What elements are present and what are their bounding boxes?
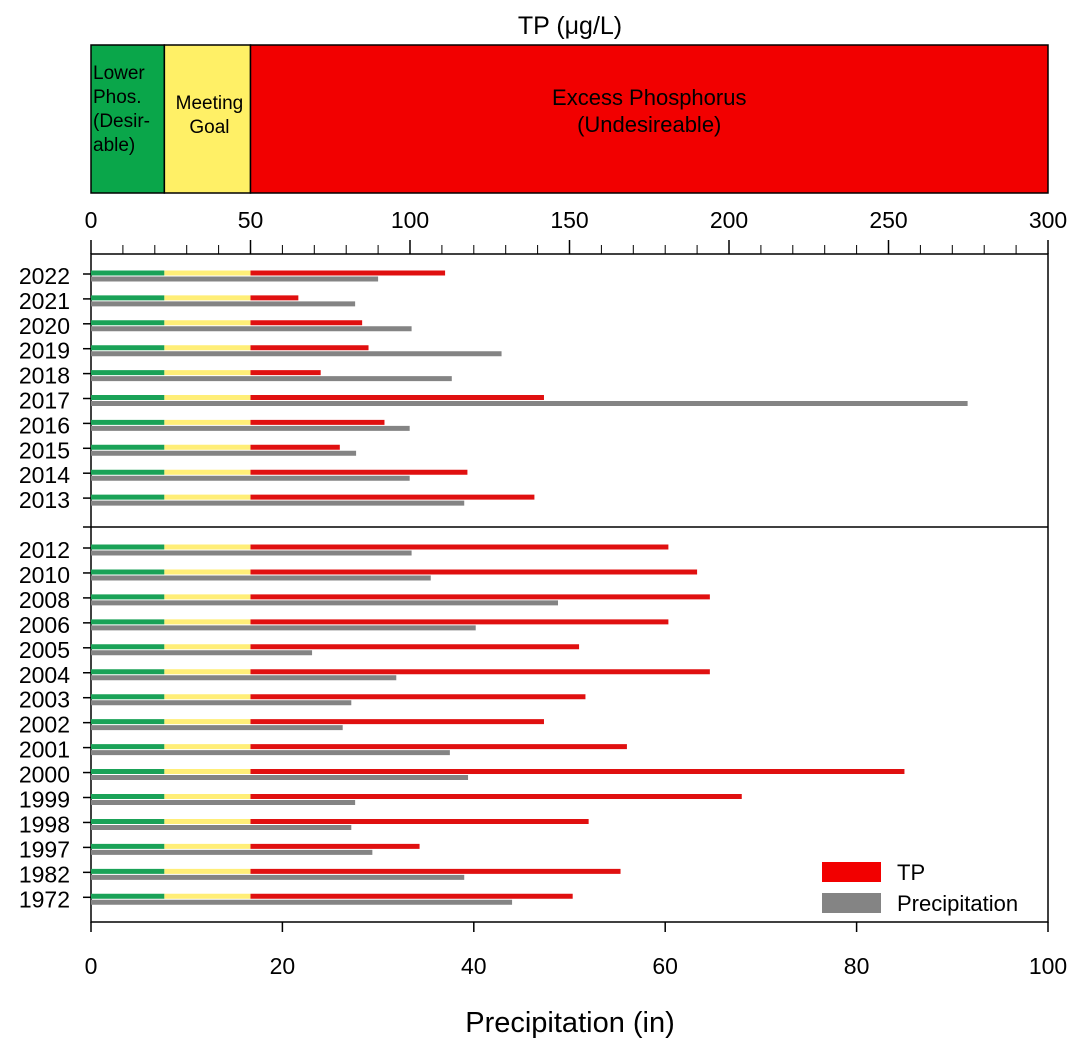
year-label: 2012 xyxy=(19,537,70,563)
bottom-tick-label: 40 xyxy=(461,953,487,979)
category-label-0-1: Phos. xyxy=(93,87,142,108)
year-label: 1999 xyxy=(19,787,70,813)
top-tick-label: 250 xyxy=(869,207,907,233)
category-label-0-2: (Desir- xyxy=(93,111,150,132)
top-tick-label: 100 xyxy=(391,207,429,233)
year-label: 1972 xyxy=(19,886,70,912)
year-label: 1998 xyxy=(19,811,70,837)
year-label: 2002 xyxy=(19,712,70,738)
plot-area: 2022202120202019201820172016201520142013… xyxy=(19,253,1049,923)
top-tick-label: 0 xyxy=(85,207,98,233)
legend-label: TP xyxy=(897,860,925,885)
category-box-2 xyxy=(249,44,1049,194)
top-axis-title: TP (μg/L) xyxy=(518,12,622,40)
bottom-tick-label: 100 xyxy=(1029,953,1067,979)
year-label: 2021 xyxy=(19,288,70,314)
year-label: 2019 xyxy=(19,338,70,364)
year-label: 2001 xyxy=(19,737,70,763)
tp-category-bar: Lower Phos. (Desir-able) Meeting Goal Excess … xyxy=(90,44,1049,194)
top-axis: 0 50 100 150 200 250 300 xyxy=(85,207,1067,254)
year-label: 2013 xyxy=(19,487,70,513)
year-label: 2014 xyxy=(19,462,70,488)
top-tick-label: 300 xyxy=(1029,207,1067,233)
year-label: 2004 xyxy=(19,662,70,688)
category-label-1-0: Meeting xyxy=(176,93,244,114)
category-label-2-0: Excess Phosphorus xyxy=(552,85,746,110)
bottom-tick-label: 20 xyxy=(270,953,296,979)
year-label: 2003 xyxy=(19,687,70,713)
year-label: 2020 xyxy=(19,313,70,339)
year-label: 2022 xyxy=(19,263,70,289)
top-tick-label: 150 xyxy=(550,207,588,233)
bottom-tick-label: 60 xyxy=(652,953,678,979)
category-box-1 xyxy=(163,44,252,194)
year-label: 2006 xyxy=(19,612,70,638)
top-tick-label: 50 xyxy=(238,207,264,233)
bottom-axis-title: Precipitation (in) xyxy=(465,1007,675,1038)
year-label: 2018 xyxy=(19,363,70,389)
category-label-0-0: Lower xyxy=(93,63,145,84)
category-label-0-3: able) xyxy=(93,135,135,156)
legend-label: Precipitation xyxy=(897,891,1018,916)
bottom-tick-label: 80 xyxy=(844,953,870,979)
category-label-2-1: (Undesireable) xyxy=(577,112,721,137)
year-label: 2008 xyxy=(19,587,70,613)
year-label: 2017 xyxy=(19,388,70,414)
top-tick-label: 200 xyxy=(710,207,748,233)
category-label-1-1: Goal xyxy=(189,117,229,138)
year-label: 2015 xyxy=(19,437,70,463)
bottom-axis: 0 20 40 60 80 100 xyxy=(85,922,1067,979)
legend: TP Precipitation xyxy=(822,860,1018,916)
year-label: 1982 xyxy=(19,861,70,887)
year-label: 2005 xyxy=(19,637,70,663)
legend-swatch xyxy=(822,893,881,913)
year-label: 1997 xyxy=(19,836,70,862)
year-label: 2010 xyxy=(19,562,70,588)
category-box-0 xyxy=(90,44,166,194)
bottom-tick-label: 0 xyxy=(85,953,98,979)
year-label: 2016 xyxy=(19,412,70,438)
plot-frame xyxy=(90,253,1049,923)
legend-swatch xyxy=(822,862,881,882)
year-label: 2000 xyxy=(19,762,70,788)
